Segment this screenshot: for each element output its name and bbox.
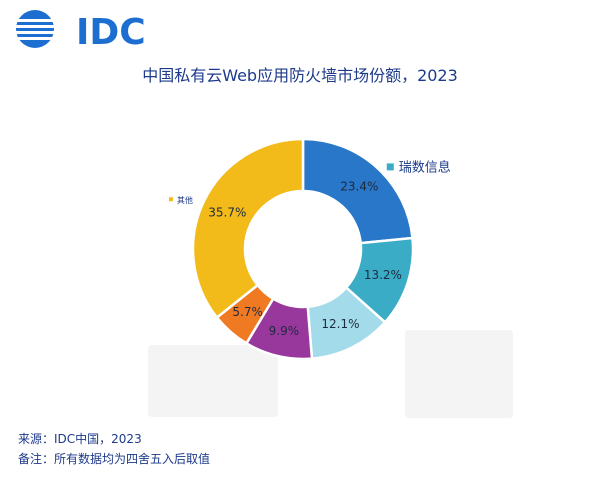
slice-label-4: 5.7%	[232, 305, 263, 319]
footer: 来源：IDC中国，2023 备注：所有数据均为四舍五入后取值	[18, 429, 210, 469]
legend-swatch-left	[168, 197, 173, 202]
background-block	[405, 330, 513, 418]
idc-logo: IDC	[14, 8, 146, 53]
slice-label-3: 9.9%	[269, 324, 300, 338]
slice-label-5: 35.7%	[208, 206, 246, 220]
note-text: 备注：所有数据均为四舍五入后取值	[18, 452, 211, 466]
source-text: 来源：IDC中国，2023	[18, 432, 142, 446]
legend-label-left: 其他	[177, 195, 193, 205]
legend-label-right: 瑞数信息	[399, 159, 451, 175]
slices-group	[191, 137, 415, 361]
chart-title: 中国私有云Web应用防火墙市场份额，2023	[142, 66, 458, 85]
slice-5	[191, 137, 305, 320]
slice-label-1: 13.2%	[364, 268, 402, 282]
slice-0	[301, 137, 414, 245]
slice-label-2: 12.1%	[321, 317, 359, 331]
legend-swatch-right	[386, 163, 394, 171]
globe-icon	[16, 10, 54, 48]
logo-text: IDC	[76, 12, 146, 53]
slice-label-0: 23.4%	[340, 180, 378, 194]
slice-labels-group: 23.4% 13.2% 12.1% 9.9% 5.7% 35.7%	[208, 180, 402, 338]
background-block	[148, 345, 278, 417]
